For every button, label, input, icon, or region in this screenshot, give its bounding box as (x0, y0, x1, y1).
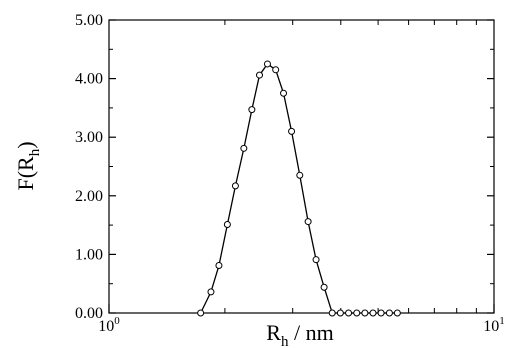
data-point (312, 256, 320, 264)
data-point (215, 262, 223, 270)
y-axis-title-rest: ) (13, 141, 38, 148)
data-point (369, 309, 377, 317)
data-point (240, 144, 248, 152)
data-point (328, 309, 336, 317)
data-point (256, 71, 264, 79)
x-ticks: 100 101 (98, 304, 505, 335)
data-point (393, 309, 401, 317)
data-point (377, 309, 385, 317)
data-point (304, 218, 312, 226)
plot-frame (108, 19, 495, 314)
series-points (197, 60, 401, 317)
x-tick-label: 100 (98, 315, 120, 335)
data-point (288, 127, 296, 135)
x-axis-title-main: R (266, 320, 281, 345)
x-axis-title: Rh / nm (266, 320, 333, 348)
data-point (223, 221, 231, 229)
y-axis-title-main: F(R (13, 156, 38, 191)
data-point (296, 171, 304, 179)
y-tick-label: 4.00 (75, 71, 103, 88)
data-point (248, 106, 256, 114)
data-point (231, 182, 239, 190)
x-minor-ticks (224, 20, 477, 313)
data-point (280, 89, 288, 97)
y-tick-label: 1.00 (75, 246, 103, 263)
y-axis-title-sub: h (27, 148, 43, 156)
x-axis-title-rest: / nm (288, 320, 333, 345)
y-tick-label: 0.00 (75, 305, 103, 322)
series-line (200, 63, 398, 314)
y-tick-label: 3.00 (75, 129, 103, 146)
y-ticks: 0.00 1.00 2.00 3.00 4.00 5.00 (75, 12, 494, 322)
x-axis-title-sub: h (281, 334, 289, 348)
series-path (200, 63, 398, 314)
data-point (263, 60, 271, 68)
y-tick-label: 5.00 (75, 12, 103, 29)
data-point (320, 283, 328, 291)
data-point (345, 309, 353, 317)
data-point (385, 309, 393, 317)
data-point (336, 309, 344, 317)
data-point (361, 309, 369, 317)
x-tick-label: 101 (483, 315, 505, 335)
data-point (353, 309, 361, 317)
y-axis-title: F(Rh) (13, 141, 43, 190)
data-point (207, 288, 215, 296)
data-point (272, 66, 280, 74)
y-tick-label: 2.00 (75, 188, 103, 205)
data-point (197, 309, 205, 317)
